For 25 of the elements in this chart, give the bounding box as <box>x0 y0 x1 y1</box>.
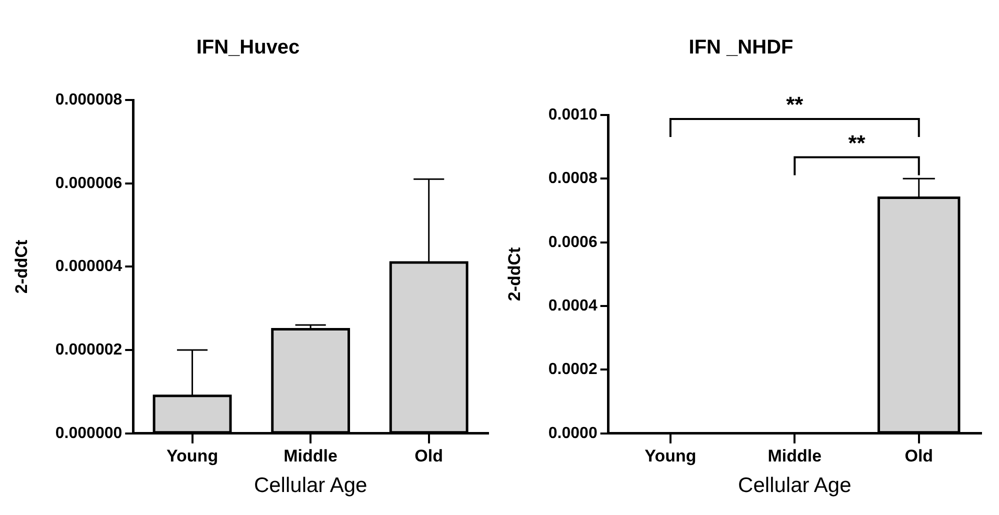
y-tick-label: 0.0008 <box>548 170 598 188</box>
y-axis-title: 2-ddCt <box>504 246 524 302</box>
annotation: ** <box>848 130 866 156</box>
x-tick-label: Old <box>904 446 934 466</box>
y-tick-label: 0.000006 <box>55 174 122 192</box>
x-tick-label: Middle <box>768 446 822 466</box>
chart-title: IFN_Huvec <box>196 36 300 59</box>
y-tick-label: 0.000008 <box>55 91 122 108</box>
y-tick-label: 0.0000 <box>548 424 598 442</box>
y-tick-label: 0.000002 <box>55 341 122 358</box>
y-tick-label: 0.0006 <box>548 234 598 251</box>
x-tick-label: Young <box>644 446 696 466</box>
x-tick-label: Young <box>166 446 218 466</box>
y-tick-label: 0.000000 <box>55 424 122 442</box>
chart-title: IFN _NHDF <box>688 36 794 59</box>
x-tick-label: Old <box>414 446 444 466</box>
y-tick-label: 0.0002 <box>548 361 598 378</box>
annotation: ** <box>786 92 804 118</box>
x-axis-title: Cellular Age <box>738 474 852 498</box>
x-tick-label: Middle <box>284 446 338 466</box>
x-axis-title: Cellular Age <box>254 474 368 498</box>
y-axis-title: 2-ddCt <box>12 239 31 294</box>
y-tick-label: 0.000004 <box>55 258 122 276</box>
y-tick-label: 0.0010 <box>548 106 598 124</box>
y-tick-label: 0.0004 <box>548 297 598 314</box>
